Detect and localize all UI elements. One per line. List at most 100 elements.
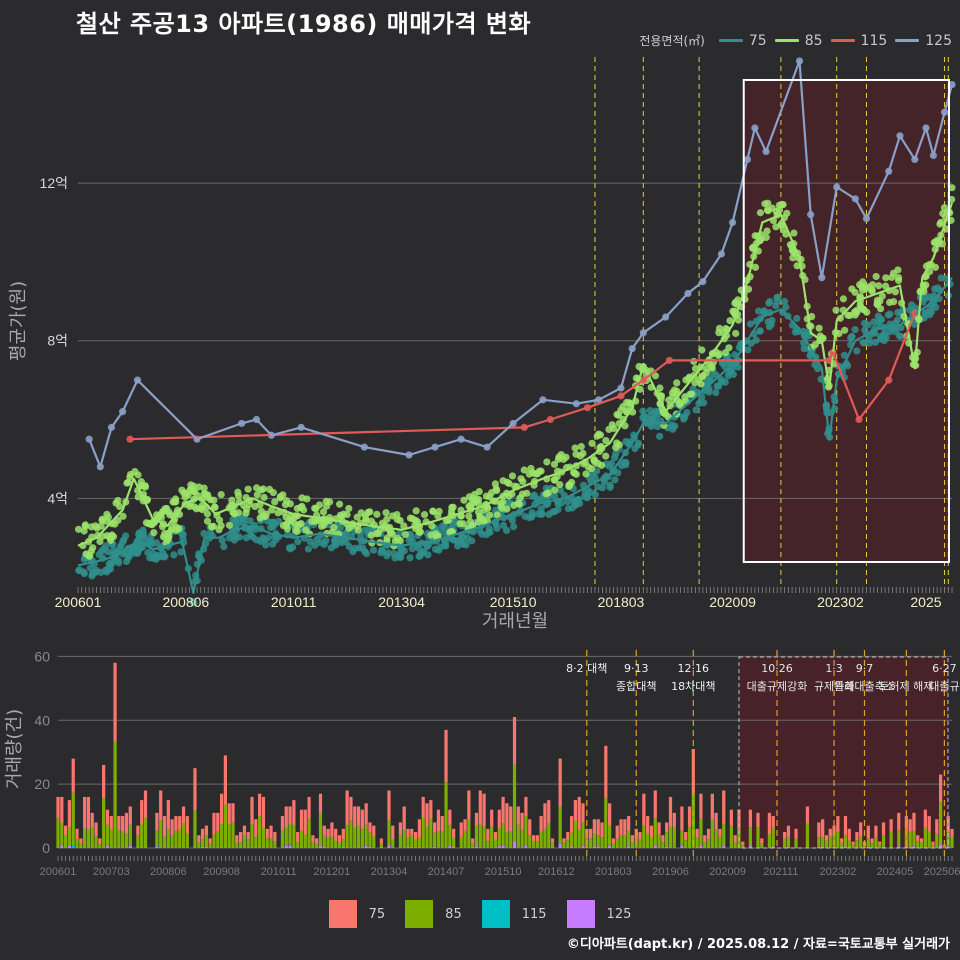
- scatter-point: [211, 503, 219, 511]
- scatter-point: [695, 399, 703, 408]
- scatter-point: [244, 485, 252, 493]
- scatter-point: [208, 522, 216, 531]
- scatter-point: [583, 491, 591, 500]
- scatter-point: [510, 523, 518, 531]
- volume-bar: [840, 838, 844, 843]
- scatter-point: [322, 497, 330, 505]
- volume-bar: [490, 809, 494, 827]
- volume-bar: [493, 839, 498, 848]
- volume-bar: [706, 828, 711, 840]
- volume-bar: [497, 846, 501, 848]
- volume-bar: [695, 828, 699, 838]
- volume-bar: [596, 835, 600, 847]
- volume-bar: [855, 832, 859, 841]
- scatter-point: [302, 526, 310, 534]
- volume-bar: [611, 838, 616, 844]
- volume-bar: [292, 800, 296, 826]
- scatter-point: [168, 523, 176, 532]
- scatter-point: [815, 324, 823, 332]
- highlight-box: [742, 79, 950, 563]
- volume-bar: [208, 842, 212, 848]
- scatter-point: [542, 490, 550, 498]
- scatter-point: [171, 495, 180, 503]
- scatter-point: [229, 508, 237, 517]
- scatter-point: [357, 509, 365, 517]
- volume-bar: [946, 816, 950, 833]
- volume-bar: [391, 839, 395, 848]
- volume-bar: [630, 847, 635, 848]
- volume-bar: [490, 826, 494, 848]
- annotation-sub: 토허제 해제: [879, 679, 933, 693]
- bar-x-tick-label: 201510: [485, 866, 522, 878]
- volume-bar: [592, 819, 597, 835]
- volume-bar: [315, 843, 319, 848]
- volume-bar: [474, 812, 479, 826]
- scatter-point: [294, 538, 302, 546]
- volume-bar: [200, 828, 205, 840]
- annotation-sub: 특례대출축소: [834, 680, 895, 693]
- volume-bar: [653, 790, 657, 819]
- bar-y-axis-label: 거래량(건): [4, 709, 25, 789]
- volume-bar: [238, 832, 243, 843]
- volume-bar: [63, 825, 68, 836]
- volume-bar: [493, 847, 498, 848]
- annotation-sub: 규제완화: [814, 680, 854, 693]
- volume-bar: [760, 843, 764, 848]
- bar-x-tick-label: 201407: [428, 866, 465, 878]
- volume-bar: [410, 835, 414, 848]
- scatter-point: [862, 285, 870, 293]
- scatter-point: [747, 339, 755, 347]
- volume-bar: [866, 825, 870, 839]
- scatter-point: [252, 536, 260, 544]
- annotation-label: 9·7: [856, 662, 874, 675]
- volume-bar: [805, 806, 810, 824]
- volume-bar: [128, 806, 132, 825]
- volume-bar: [760, 838, 764, 844]
- volume-bar: [615, 825, 619, 839]
- volume-bar: [866, 838, 870, 847]
- scatter-point: [588, 439, 596, 447]
- volume-bar: [687, 827, 692, 848]
- volume-bar: [326, 828, 330, 838]
- scatter-point: [97, 522, 105, 530]
- scatter-point: [877, 335, 885, 343]
- volume-bar: [98, 838, 102, 845]
- scatter-point: [756, 209, 764, 217]
- scatter-point: [806, 352, 814, 360]
- volume-bar: [592, 846, 597, 848]
- volume-bar: [904, 846, 908, 848]
- volume-bar: [843, 834, 848, 847]
- volume-bar: [231, 822, 235, 848]
- scatter-point: [150, 528, 158, 537]
- scatter-point: [622, 461, 630, 469]
- volume-bar: [547, 800, 551, 824]
- scatter-point: [871, 338, 880, 346]
- scatter-point: [275, 517, 283, 525]
- volume-bar: [265, 828, 269, 839]
- scatter-point: [367, 531, 375, 539]
- scatter-point: [460, 496, 468, 504]
- volume-bar: [242, 835, 247, 848]
- volume-bar: [71, 845, 75, 848]
- scatter-point: [698, 346, 706, 354]
- volume-bar: [391, 825, 395, 840]
- scatter-point: [502, 526, 511, 535]
- volume-bar: [90, 827, 94, 848]
- scatter-point: [634, 441, 642, 449]
- volume-bar: [200, 847, 205, 848]
- volume-bar: [452, 837, 456, 848]
- volume-bar: [851, 844, 855, 848]
- volume-bar: [322, 835, 326, 847]
- volume-bar: [231, 803, 235, 823]
- volume-bar: [630, 841, 635, 848]
- scatter-point: [715, 382, 723, 390]
- volume-bar: [299, 809, 304, 831]
- volume-bar: [413, 832, 418, 840]
- scatter-point: [665, 396, 673, 404]
- volume-bar: [254, 819, 258, 838]
- scatter-point: [789, 254, 797, 262]
- volume-bar: [296, 842, 300, 848]
- scatter-point: [243, 505, 251, 513]
- volume-bar: [429, 800, 433, 820]
- scatter-point: [446, 528, 454, 536]
